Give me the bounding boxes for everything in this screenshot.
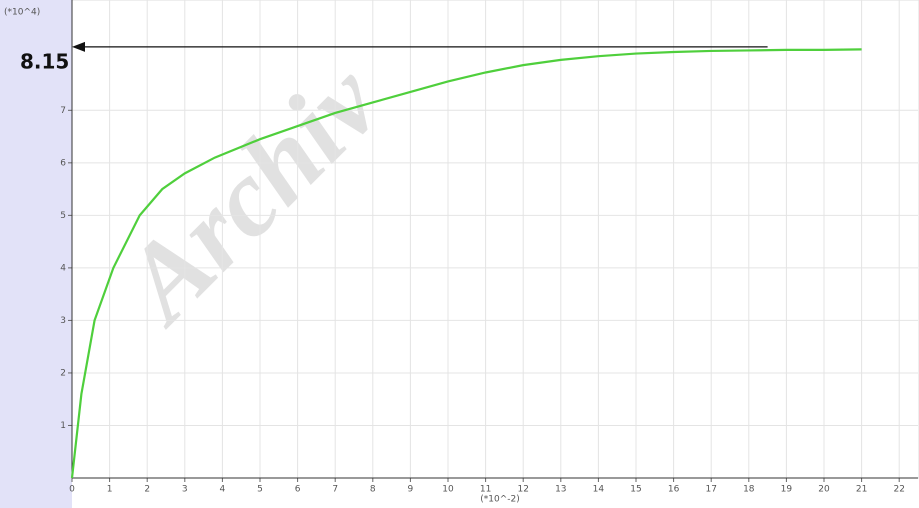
x-tick-label: 22 — [893, 485, 904, 495]
x-tick-label: 0 — [69, 485, 75, 495]
x-tick-label: 13 — [555, 485, 566, 495]
x-tick-label: 9 — [408, 485, 414, 495]
plot-area — [71, 0, 919, 479]
x-tick-label: 4 — [220, 485, 226, 495]
left-panel — [0, 0, 72, 508]
y-tick-label: 5 — [60, 211, 66, 221]
y-tick-label: 7 — [60, 106, 66, 116]
x-tick-label: 2 — [144, 485, 150, 495]
x-tick-label: 8 — [370, 485, 376, 495]
x-tick-label: 12 — [517, 485, 528, 495]
x-tick-label: 1 — [107, 485, 113, 495]
x-tick-label: 15 — [630, 485, 641, 495]
x-tick-label: 11 — [480, 485, 491, 495]
x-tick-label: 16 — [668, 485, 680, 495]
x-tick-label: 7 — [332, 485, 338, 495]
y-unit-label: (*10^4) — [4, 8, 40, 18]
x-tick-label: 10 — [442, 485, 454, 495]
y-tick-label: 1 — [60, 421, 66, 431]
y-tick-label: 3 — [60, 316, 66, 326]
x-tick-label: 5 — [257, 485, 263, 495]
annotation-arrowhead — [72, 41, 85, 52]
x-unit-label: (*10^-2) — [480, 495, 520, 505]
x-tick-label: 19 — [781, 485, 793, 495]
annotation-label: 8.15 — [20, 49, 69, 73]
x-tick-label: 17 — [705, 485, 716, 495]
y-tick-label: 4 — [60, 263, 66, 273]
x-tick-label: 14 — [593, 485, 605, 495]
line-series — [70, 48, 862, 479]
y-tick-label: 6 — [60, 158, 66, 168]
x-tick-label: 18 — [743, 485, 755, 495]
x-tick-label: 20 — [818, 485, 830, 495]
y-tick-label: 2 — [60, 368, 66, 378]
x-tick-label: 21 — [856, 485, 867, 495]
x-tick-label: 3 — [182, 485, 188, 495]
x-tick-label: 6 — [295, 485, 301, 495]
